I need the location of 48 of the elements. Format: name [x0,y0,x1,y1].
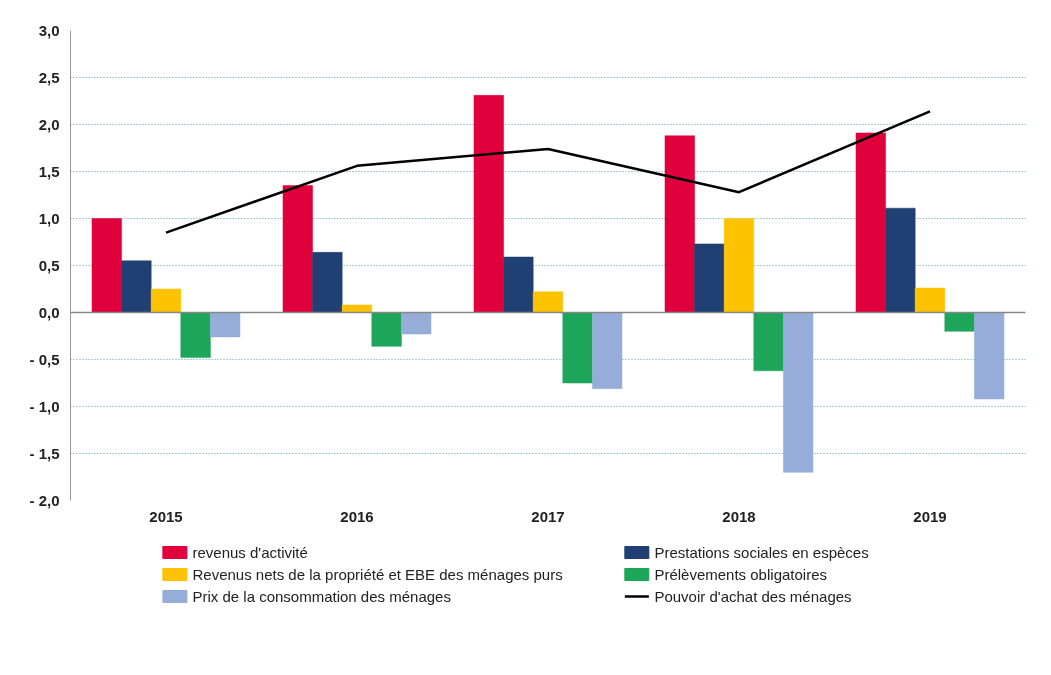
bar [150,288,182,313]
y-tick-label: 2,5 [38,69,60,86]
bar [210,312,241,338]
bar [473,95,504,313]
bar [664,135,695,313]
y-tick-label: - 1,5 [29,445,60,462]
legend-label: Prix de la consommation des ménages [192,588,451,605]
x-tick-label: 2018 [722,507,756,525]
legend-label: revenus d'activité [192,544,308,561]
bar [401,312,432,335]
y-tick-label: 1,5 [38,163,60,180]
x-tick-label: 2015 [149,507,183,525]
bar [180,312,211,358]
y-tick-label: 3,0 [38,22,60,39]
bar [532,291,564,313]
bar [974,312,1005,400]
bar [312,252,343,313]
bar [783,312,814,473]
bar [723,218,755,313]
bar [885,207,916,313]
bar [694,243,725,313]
legend-label: Pouvoir d'achat des ménages [654,588,852,605]
y-tick-label: 1,0 [38,210,60,227]
line-series [164,110,932,234]
bar [121,260,152,313]
y-tick-label: - 1,0 [29,398,60,415]
bar [562,312,593,384]
bar [753,312,784,372]
x-tick-label: 2019 [913,507,947,525]
legend-label: Revenus nets de la propriété et EBE des ménages purs [192,566,563,583]
legend-label: Prestations sociales en espèces [654,544,869,561]
y-tick-label: - 0,5 [29,351,60,368]
x-tick-label: 2016 [340,507,374,525]
bar [341,304,373,313]
x-tick-label: 2017 [531,507,565,525]
y-tick-label: 0,5 [38,257,60,274]
y-tick-label: 2,0 [38,116,60,133]
bar [282,185,313,313]
bar [371,312,402,347]
y-tick-label: - 2,0 [29,492,60,509]
bar [855,132,886,313]
bar [914,287,946,313]
bar [592,312,623,389]
y-tick-label: 0,0 [38,304,60,321]
bar [944,312,975,332]
bar [91,218,122,313]
bar [503,256,534,313]
legend-label: Prélèvements obligatoires [654,566,827,583]
